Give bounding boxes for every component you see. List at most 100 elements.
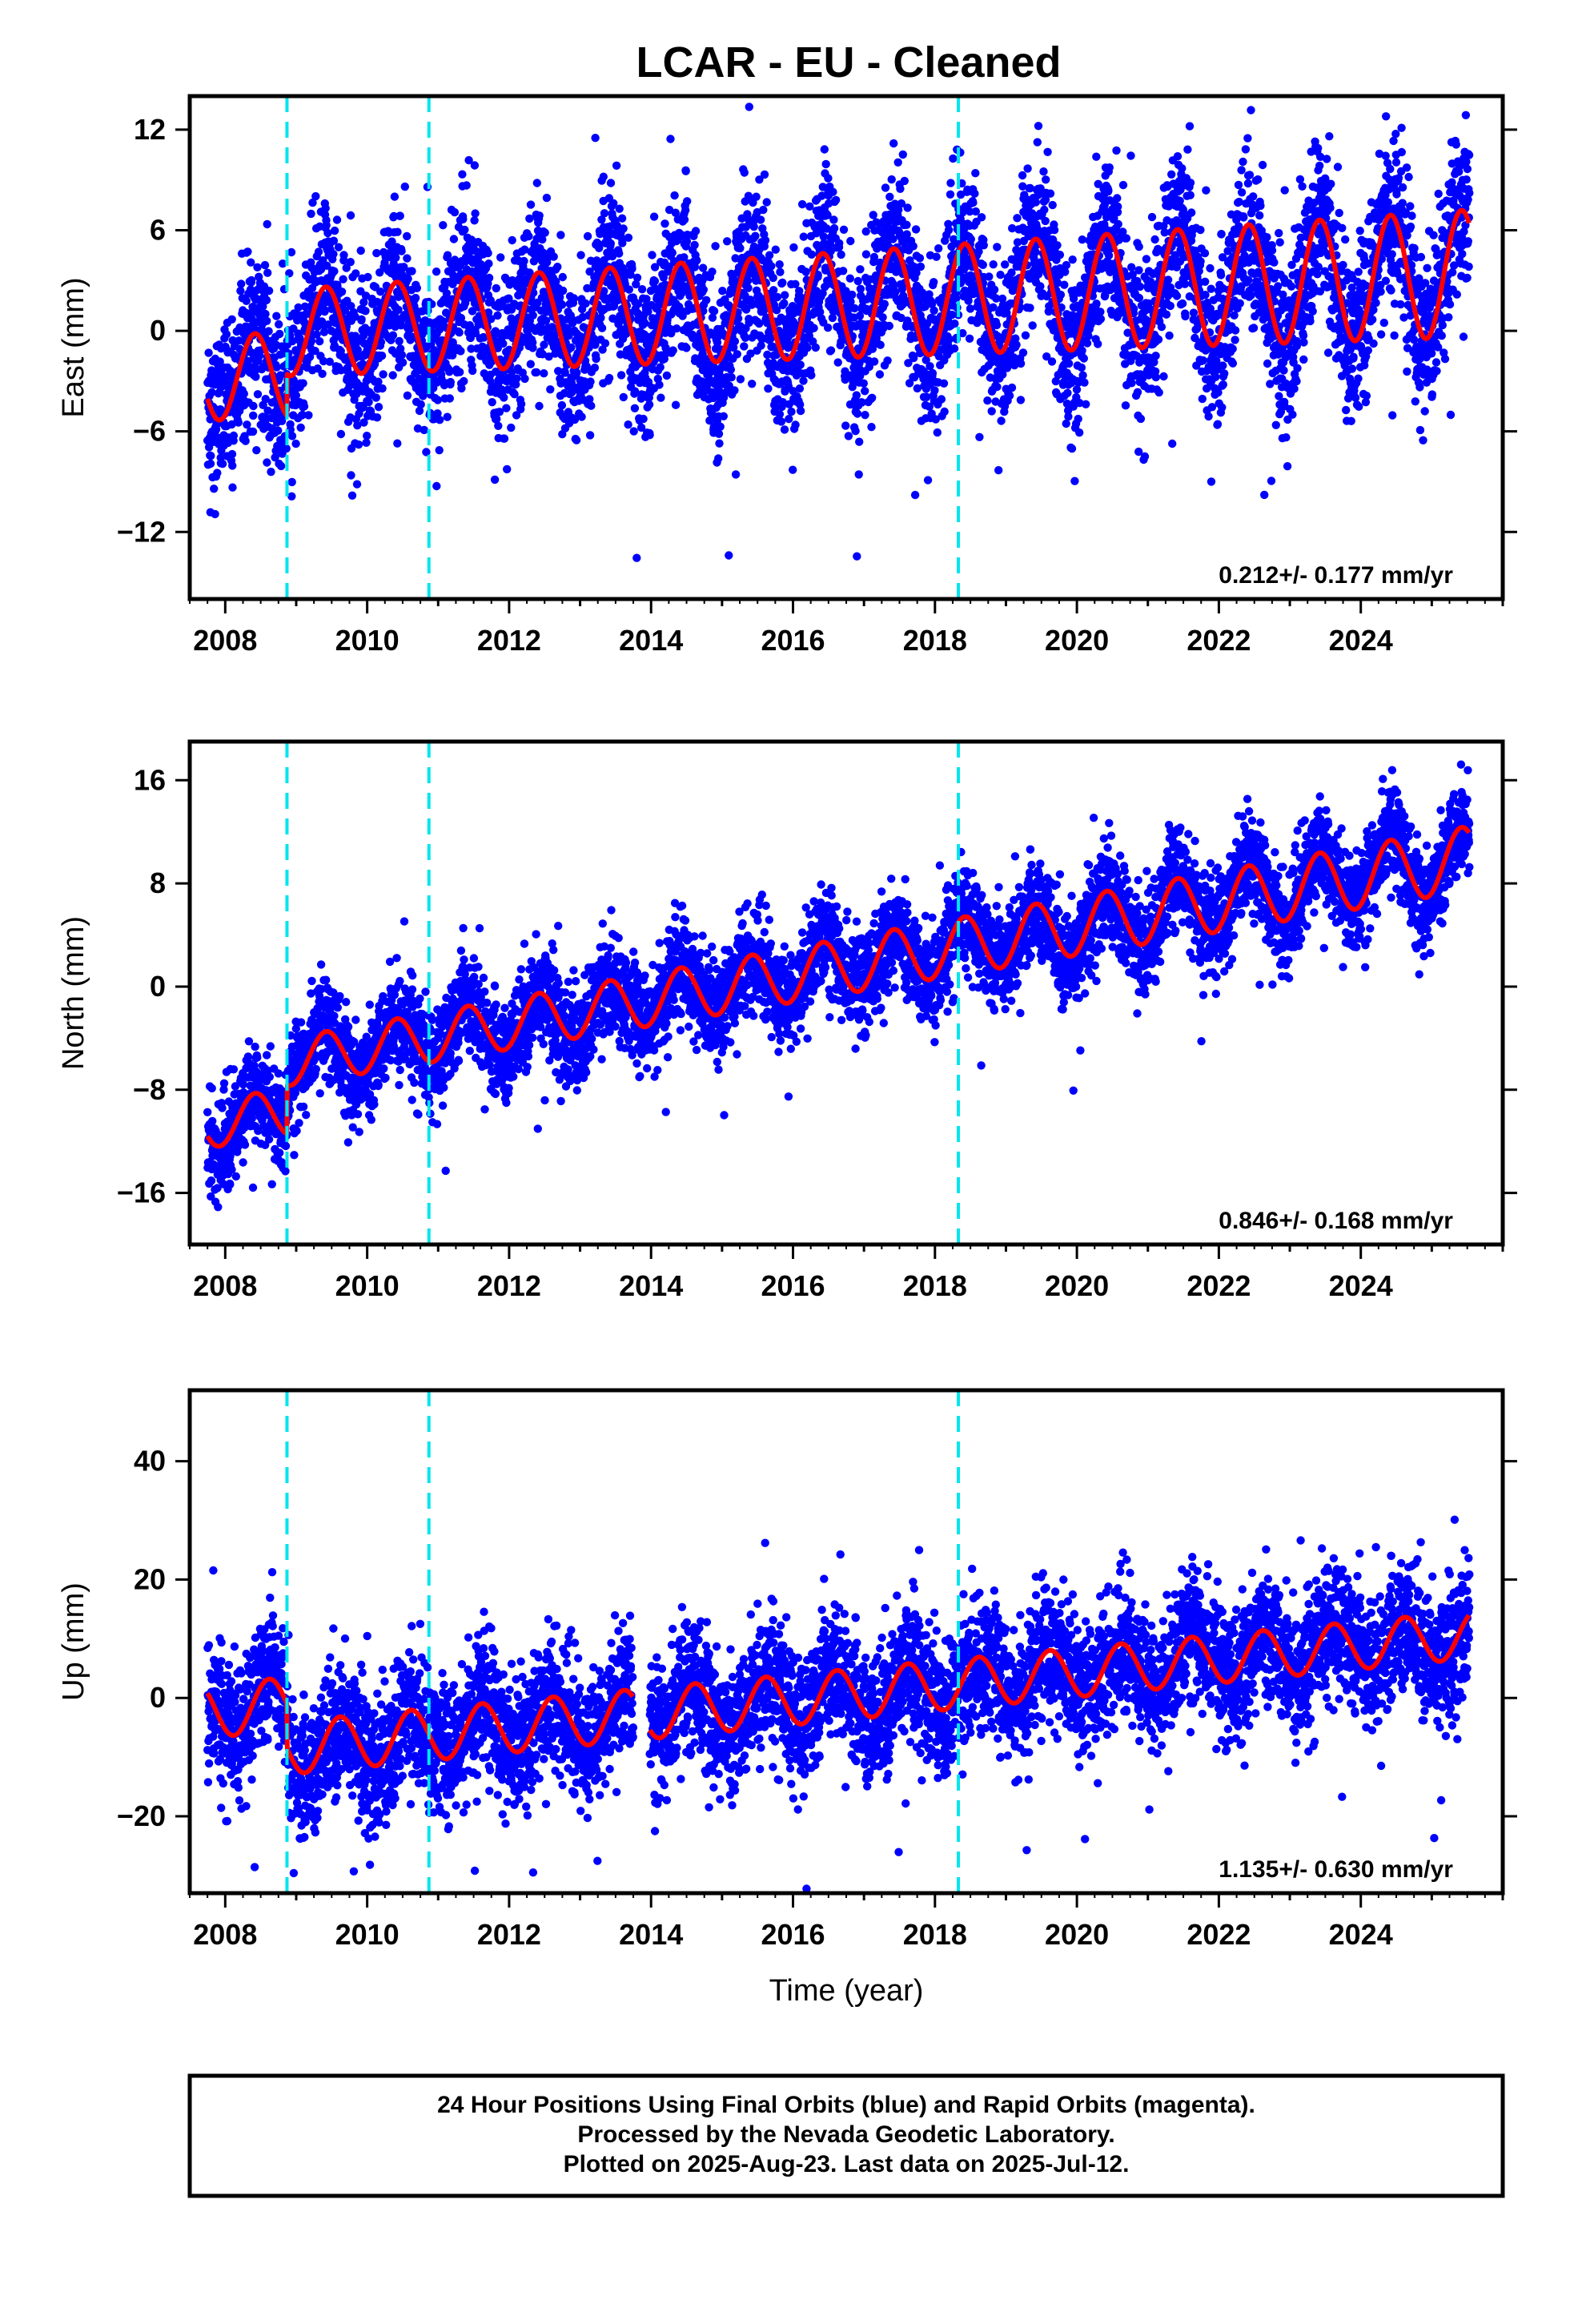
east-point (1175, 196, 1184, 205)
east-point (1096, 315, 1106, 324)
east-point (632, 553, 641, 562)
east-point (852, 391, 861, 400)
east-point (363, 432, 371, 440)
east-point (796, 360, 805, 369)
east-point (1133, 388, 1142, 396)
east-point (598, 345, 607, 354)
east-point (540, 228, 549, 237)
east-point (304, 411, 313, 420)
east-point (1031, 247, 1040, 256)
east-point (211, 509, 219, 519)
east-point (979, 241, 989, 250)
east-point (396, 344, 405, 353)
east-point (1104, 186, 1113, 195)
east-point (824, 174, 833, 183)
east-point (287, 477, 296, 487)
east-point (391, 253, 400, 262)
east-point (727, 373, 736, 382)
east-point (811, 343, 820, 352)
east-point (1021, 331, 1030, 340)
east-point (1118, 180, 1128, 190)
east-point (1207, 477, 1216, 486)
east-point (730, 337, 740, 346)
east-point (934, 244, 943, 253)
east-point (730, 386, 739, 395)
east-point (492, 283, 500, 293)
east-point (443, 412, 452, 421)
east-point (512, 374, 521, 383)
east-point (829, 223, 839, 233)
east-point (557, 400, 567, 410)
east-point (459, 215, 468, 223)
east-point (745, 103, 753, 111)
east-point (500, 434, 509, 443)
east-point (262, 296, 271, 304)
east-point (715, 439, 724, 448)
east-point (691, 227, 701, 235)
east-point (896, 184, 905, 193)
east-point (1034, 122, 1043, 131)
east-point (885, 192, 894, 201)
east-point (558, 272, 567, 282)
east-point (275, 320, 283, 329)
east-point (274, 426, 283, 435)
east-point (661, 219, 669, 228)
east-point (682, 344, 691, 352)
east-point (1173, 152, 1182, 161)
east-point (881, 183, 890, 192)
east-point (883, 356, 892, 365)
east-point (1151, 352, 1160, 360)
east-point (939, 379, 949, 388)
east-point (320, 307, 329, 316)
east-point (525, 214, 534, 223)
east-point (744, 283, 753, 292)
east-point (600, 209, 609, 218)
east-point (351, 269, 360, 278)
east-point (322, 221, 331, 230)
east-point (604, 373, 614, 383)
east-point (915, 254, 925, 263)
east-point (1181, 312, 1190, 321)
east-point (456, 313, 466, 323)
east-point (229, 431, 239, 440)
east-point (1047, 357, 1057, 366)
east-point (1185, 122, 1195, 131)
east-point (637, 285, 647, 294)
east-point (403, 254, 412, 263)
east-point (846, 236, 855, 246)
east-point (680, 215, 689, 224)
east-plot-area (203, 103, 1474, 562)
east-point (569, 294, 579, 303)
east-point (492, 367, 500, 376)
east-point (1237, 188, 1247, 197)
east-point (1150, 235, 1159, 244)
east-point (305, 352, 315, 361)
east-point (586, 377, 595, 386)
east-point (1196, 257, 1205, 266)
east-point (1001, 260, 1010, 269)
east-point (861, 387, 869, 396)
east-point (353, 421, 362, 430)
east-point (347, 491, 357, 500)
east-point (1136, 414, 1146, 424)
east-point (756, 215, 765, 224)
east-point (612, 161, 621, 170)
east-point (1167, 170, 1176, 179)
east-point (775, 260, 784, 269)
east-point (930, 278, 938, 287)
east-point (462, 181, 471, 190)
east-point (450, 255, 460, 264)
east-point (524, 231, 533, 241)
east-point (996, 271, 1005, 279)
east-point (535, 401, 544, 411)
east-point (315, 337, 324, 346)
east-point (911, 225, 921, 234)
east-point (656, 393, 665, 402)
east-point (371, 393, 380, 402)
east-point (629, 427, 638, 436)
east-point (591, 340, 600, 349)
east-point (1078, 346, 1086, 355)
east-point (672, 324, 681, 333)
east-point (983, 396, 992, 405)
east-point (839, 225, 849, 234)
